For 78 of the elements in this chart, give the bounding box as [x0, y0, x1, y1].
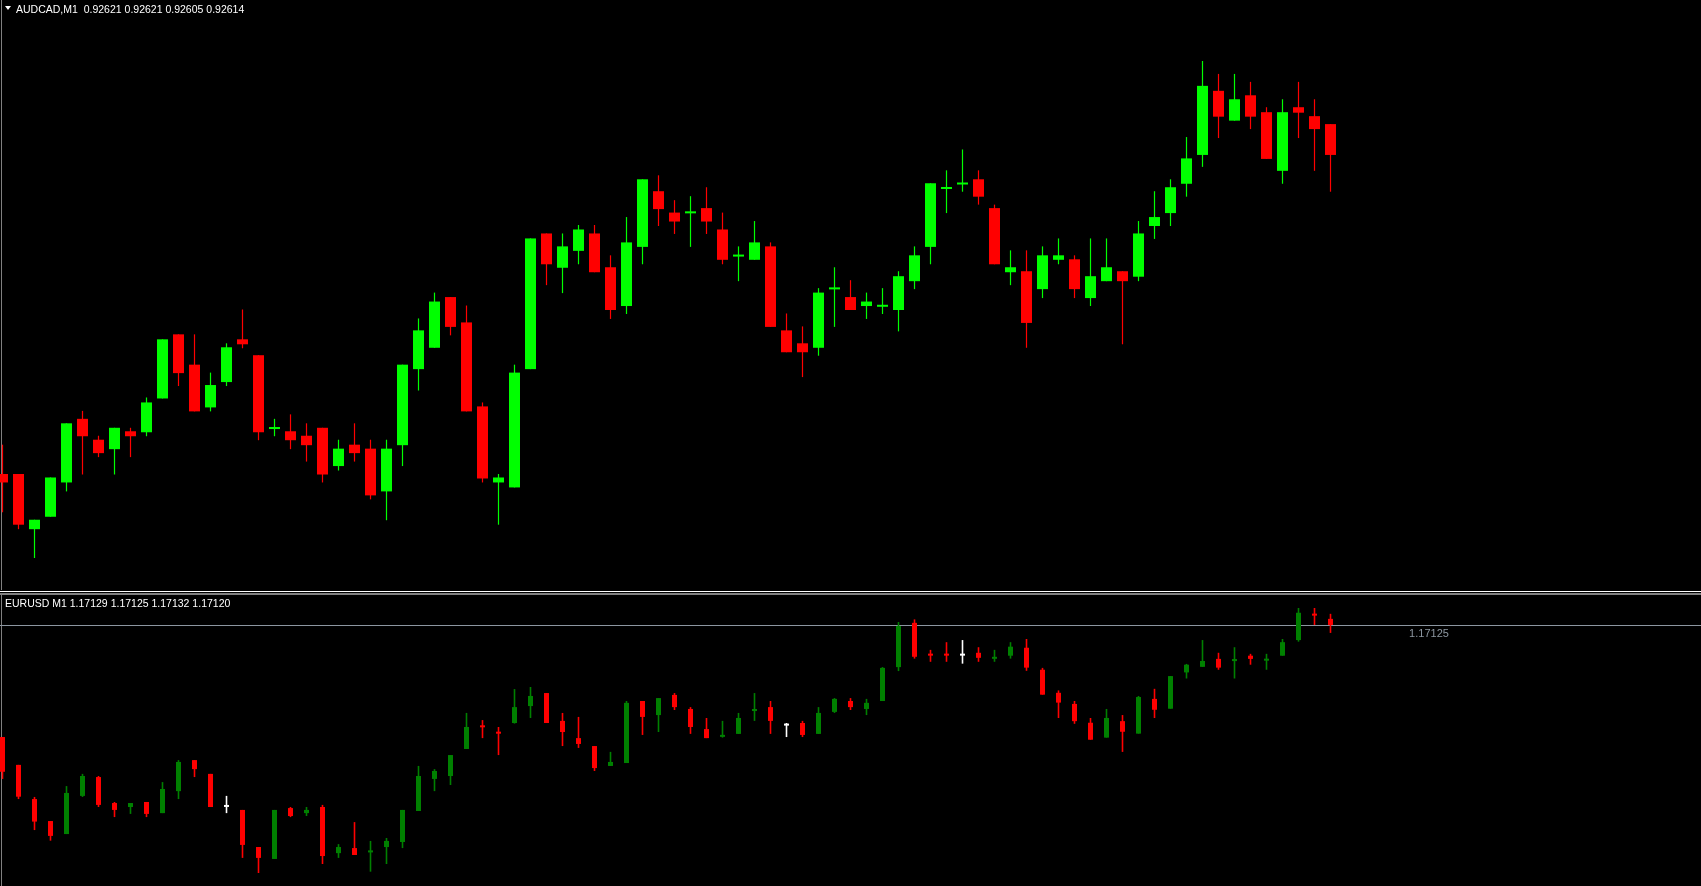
candlestick — [752, 692, 757, 722]
candlestick — [93, 435, 104, 458]
candlestick — [1200, 639, 1205, 668]
candlestick — [432, 768, 437, 792]
candlestick — [768, 700, 773, 735]
chart-title: AUDCAD,M1 0.92621 0.92621 0.92605 0.92614 — [16, 3, 245, 15]
candlestick — [669, 199, 680, 235]
candlestick — [944, 641, 949, 663]
candlestick — [685, 195, 696, 248]
candlestick — [640, 700, 645, 736]
candlestick — [349, 422, 360, 463]
candlestick — [688, 706, 693, 735]
candlestick — [237, 308, 248, 349]
candlestick — [1005, 249, 1016, 286]
candlestick — [1229, 73, 1240, 122]
candlestick — [333, 439, 344, 472]
candlestick — [493, 473, 504, 526]
candlestick — [573, 224, 584, 265]
candlestick — [829, 266, 840, 328]
candlestick — [512, 688, 517, 725]
candlestick — [1088, 717, 1093, 741]
candlestick — [656, 697, 661, 733]
candlestick — [576, 716, 581, 749]
candlestick — [1232, 646, 1237, 680]
candlestick — [845, 279, 856, 311]
candlestick — [701, 186, 712, 235]
candlestick — [32, 796, 37, 831]
candlestick — [957, 148, 968, 193]
candlestick — [797, 325, 808, 378]
candlestick — [816, 706, 821, 735]
candlestick — [1117, 270, 1128, 345]
candlestick — [528, 686, 533, 719]
candlestick — [557, 232, 568, 294]
candlestick — [1152, 688, 1157, 719]
candlestick — [736, 712, 741, 735]
candlestick — [448, 754, 453, 786]
candlestick — [496, 726, 501, 756]
candlestick — [384, 837, 389, 865]
candlestick — [941, 169, 952, 214]
candlestick — [48, 820, 53, 842]
text: 1.17125 — [1409, 626, 1449, 639]
candlestick — [877, 287, 888, 315]
candlestick — [1245, 81, 1256, 130]
candlestick — [1072, 700, 1077, 725]
candlestick — [749, 220, 760, 261]
candlestick — [256, 846, 261, 874]
candlestick — [205, 372, 216, 412]
candlestick — [1149, 190, 1160, 240]
candlestick — [1101, 237, 1112, 282]
candlestick — [1120, 714, 1125, 753]
candlestick — [1328, 613, 1333, 634]
candlestick — [285, 413, 296, 450]
candlestick — [1024, 638, 1029, 672]
candlestick — [29, 519, 40, 559]
candlestick — [1309, 98, 1320, 172]
candlestick — [781, 312, 792, 353]
candlestick — [960, 639, 965, 665]
candlestick — [973, 169, 984, 206]
candlestick — [464, 712, 469, 750]
candlestick — [125, 427, 136, 458]
candlestick — [560, 712, 565, 747]
candlestick — [1053, 237, 1064, 265]
candlestick — [1104, 708, 1109, 739]
candlestick — [77, 410, 88, 476]
candlestick — [480, 719, 485, 739]
candlestick — [352, 821, 357, 856]
candlestick — [861, 292, 872, 320]
candlestick — [733, 245, 744, 282]
candlestick — [1293, 81, 1304, 139]
candlestick — [1085, 237, 1096, 307]
candlestick — [368, 840, 373, 873]
candlestick — [1056, 689, 1061, 719]
candlestick — [653, 174, 664, 227]
chart-title: EURUSD M1 1.17129 1.17125 1.17132 1.17120 — [5, 597, 231, 609]
candlestick — [592, 745, 597, 772]
candlestick — [80, 773, 85, 798]
candlestick — [301, 422, 312, 463]
candlestick — [109, 427, 120, 476]
